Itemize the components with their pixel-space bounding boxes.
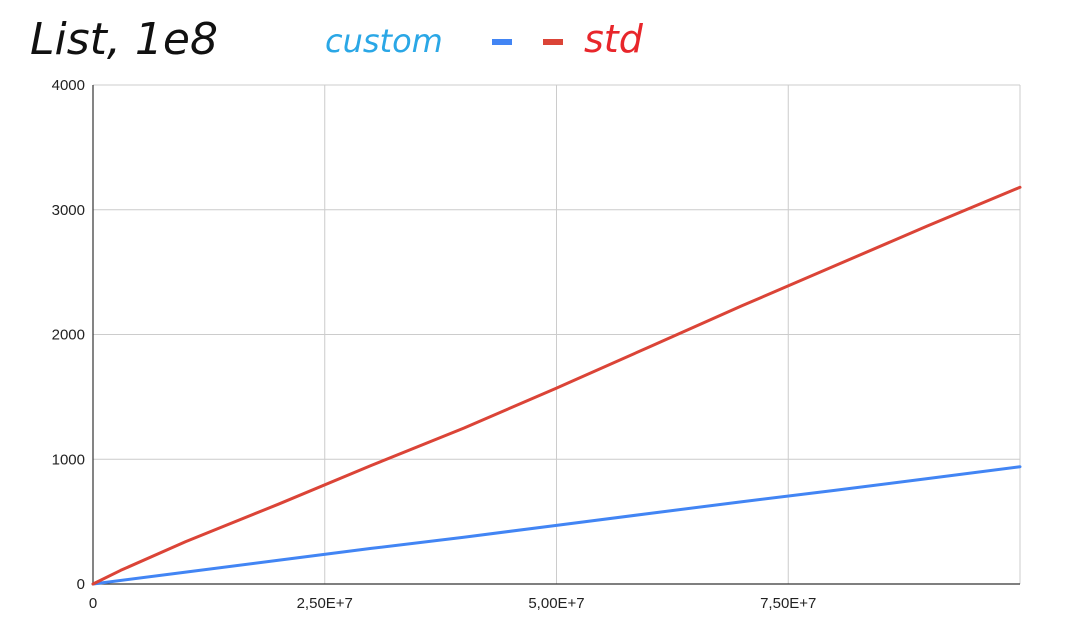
y-tick-label: 3000 [52,202,85,219]
grid [93,84,1021,584]
tick-labels: 0 1000 2000 3000 4000 0 2,50E+7 5,00E+7 7,50E+7 [52,77,817,612]
legend-label-std: std [584,17,644,61]
x-tick-label: 7,50E+7 [760,595,816,612]
legend: custom std [325,17,644,61]
series-line-0 [91,465,1022,586]
x-tick-label: 2,50E+7 [297,595,353,612]
y-tick-label: 1000 [52,451,85,468]
axes [92,85,1020,585]
x-tick-label: 5,00E+7 [528,595,584,612]
y-tick-label: 4000 [52,77,85,94]
y-tick-label: 2000 [52,327,85,344]
chart-title: List, 1e8 [30,14,218,65]
y-tick-label: 0 [77,576,85,593]
legend-label-custom: custom [325,22,443,60]
series-lines [91,185,1022,586]
x-tick-label: 0 [89,595,97,612]
series-line-1 [91,185,1022,586]
